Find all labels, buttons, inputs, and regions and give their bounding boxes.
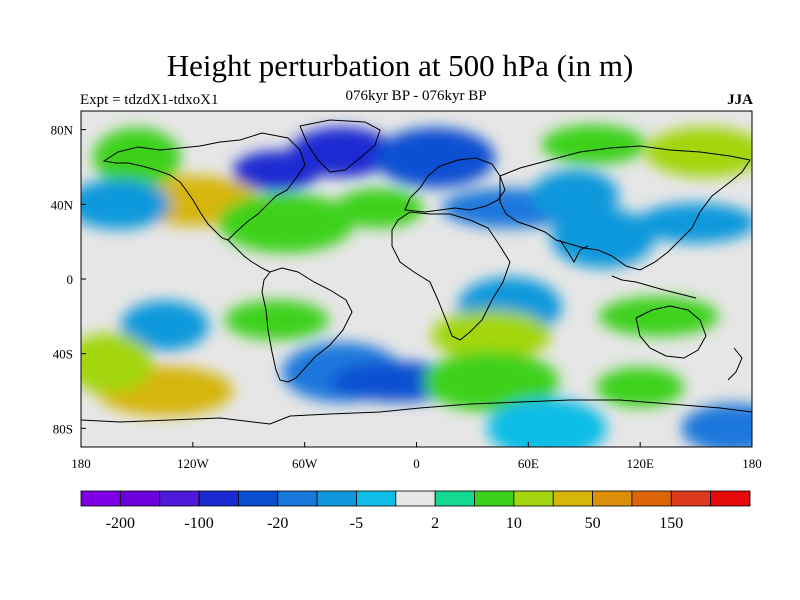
y-tick-label: 80S: [53, 421, 73, 436]
x-tick-label: 0: [413, 456, 420, 471]
x-tick-label: 180: [742, 456, 762, 471]
colorbar: -200 -100 -20 -5 2 10 50 150: [80, 490, 751, 532]
coastline-north-america: [102, 132, 306, 241]
height-anomaly-region: [289, 127, 394, 178]
period-label: 076kyr BP - 076kyr BP: [345, 88, 487, 104]
colorbar-swatch: [119, 490, 161, 507]
coastline-africa: [391, 211, 511, 341]
colorbar-label: -20: [267, 515, 288, 532]
colorbar-swatch: [277, 490, 318, 507]
x-tick-label: 180: [71, 456, 91, 471]
height-anomaly-region: [375, 127, 496, 188]
colorbar-swatch: [513, 490, 554, 507]
y-tick-label: 80N: [51, 123, 74, 138]
colorbar-swatch: [710, 490, 751, 507]
height-anomaly-region: [431, 310, 552, 360]
height-anomaly-region: [92, 127, 181, 188]
x-tick-label: 120E: [626, 456, 654, 471]
y-tick-label: 40N: [51, 197, 74, 212]
colorbar-label: 150: [659, 515, 683, 532]
coastlines: [81, 119, 752, 425]
height-anomaly-region: [120, 300, 209, 351]
season-label: JJA: [727, 92, 753, 108]
height-anomaly-region: [530, 170, 619, 220]
x-tick-label: 60E: [518, 456, 539, 471]
experiment-label: Expt = tdzdX1-tdxoX1: [80, 92, 219, 108]
coastline-antarctica: [81, 399, 752, 425]
height-anomaly-region: [645, 127, 752, 178]
x-tick-label: 60W: [292, 456, 318, 471]
colorbar-swatch: [159, 490, 200, 507]
height-field: [81, 124, 752, 447]
coastline-new-zealand: [727, 347, 743, 381]
colorbar-swatch: [670, 490, 712, 507]
colorbar-swatch: [80, 490, 121, 507]
height-anomaly-region: [541, 124, 646, 165]
height-anomaly-region: [224, 300, 329, 341]
colorbar-label: -100: [184, 515, 213, 532]
height-anomaly-region: [423, 351, 560, 412]
coastline-south-america: [261, 267, 353, 383]
coastline-asia: [499, 145, 751, 271]
colorbar-swatch: [238, 490, 279, 507]
height-anomaly-region: [681, 403, 752, 447]
colorbar-swatch: [552, 490, 593, 507]
height-anomaly-region: [486, 398, 607, 447]
y-tick-label: 0: [67, 272, 74, 287]
colorbar-label: 2: [431, 515, 439, 532]
height-anomaly-region: [550, 207, 655, 268]
colorbar-label: 50: [585, 515, 601, 532]
height-anomaly-region: [598, 296, 719, 337]
y-tick-label: 40S: [53, 347, 73, 362]
colorbar-label: -200: [106, 515, 135, 532]
height-anomaly-region: [218, 193, 355, 253]
coastline-australia: [635, 305, 707, 359]
coastline-greenland: [299, 119, 381, 173]
colorbar-swatch: [592, 490, 633, 507]
height-anomaly-region: [596, 367, 685, 408]
height-anomaly-region: [81, 333, 153, 393]
colorbar-swatch: [631, 490, 672, 507]
colorbar-label: 10: [506, 515, 522, 532]
axes: 180 120W 60W 0 60E 120E 180 80N 40N 0 40S 80S: [51, 123, 762, 471]
colorbar-swatch: [395, 490, 436, 507]
height-anomaly-region: [335, 188, 424, 229]
coastline-india: [559, 239, 589, 264]
coastline-central-america: [227, 239, 271, 273]
height-anomaly-region: [636, 203, 752, 243]
colorbar-swatch: [434, 490, 475, 507]
height-anomaly-region: [81, 179, 171, 230]
colorbar-swatch: [474, 490, 515, 507]
plot-title: Height perturbation at 500 hPa (in m): [166, 48, 634, 83]
colorbar-swatch: [198, 490, 239, 507]
colorbar-label: -5: [350, 515, 363, 532]
coastline-maritime: [611, 275, 697, 299]
x-tick-label: 120W: [177, 456, 210, 471]
colorbar-swatch: [316, 490, 357, 507]
colorbar-swatch: [356, 490, 397, 507]
